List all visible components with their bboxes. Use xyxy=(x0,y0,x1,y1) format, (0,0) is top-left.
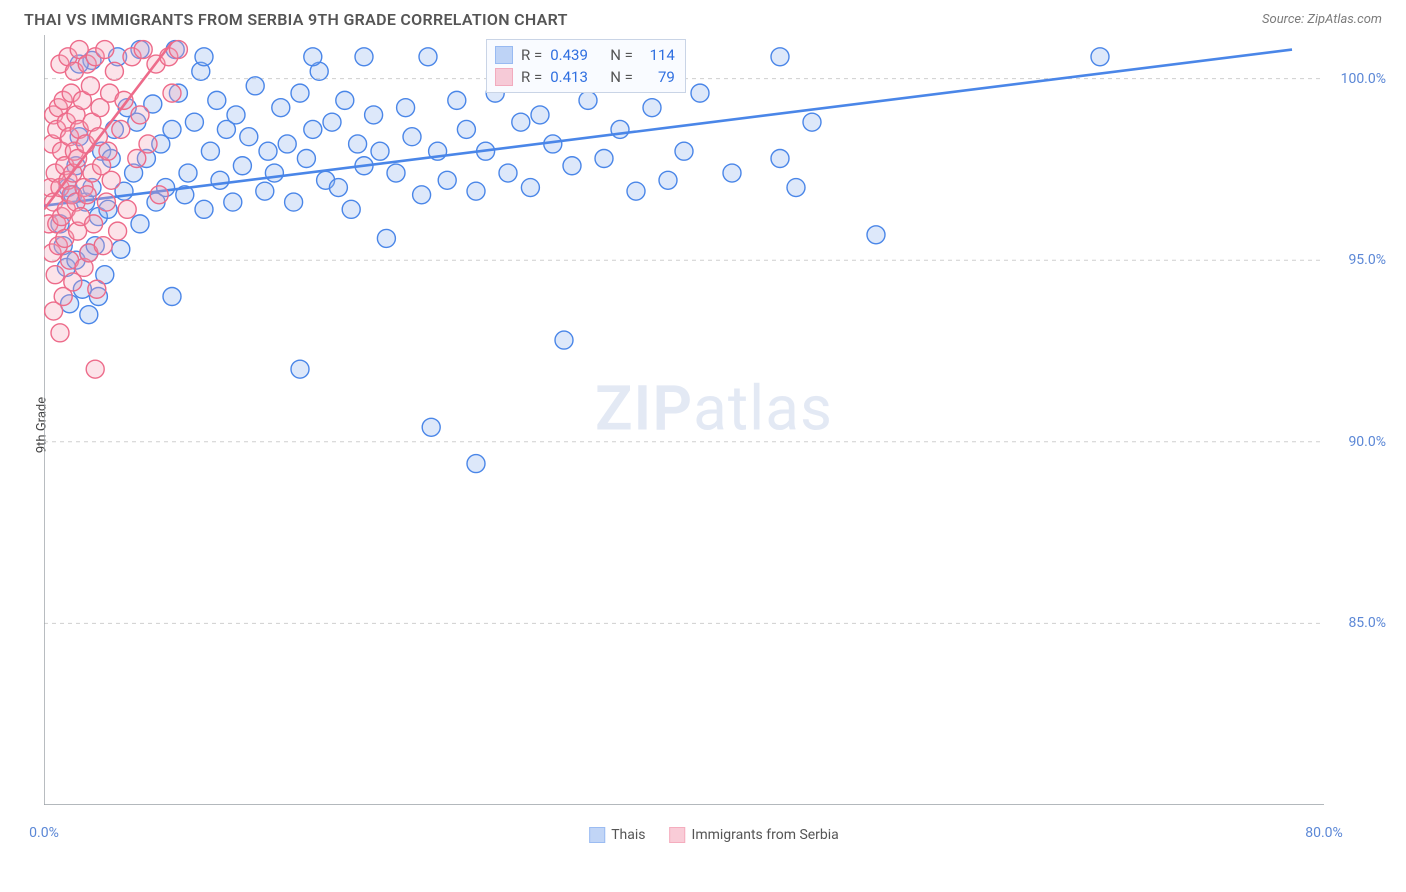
legend-n-prefix: N = xyxy=(610,66,633,88)
legend-r-prefix: R = xyxy=(521,44,542,66)
chart-area: 9th Grade ZIPatlas R =0.439N =114R =0.41… xyxy=(44,35,1384,815)
legend-n-value: 79 xyxy=(641,66,675,88)
y-tick-label: 100.0% xyxy=(1341,71,1386,87)
legend-swatch-icon xyxy=(495,68,513,86)
y-tick-label: 95.0% xyxy=(1348,252,1386,268)
legend-row: R = 0.413 N = 79 xyxy=(495,66,675,88)
stats-legend-box: R = 0.439 N = 114 R = 0.413 N = 79 xyxy=(486,39,686,93)
series-legend-label: Thais xyxy=(611,827,645,843)
legend-r-prefix: R = xyxy=(521,66,542,88)
series-legend-label: Immigrants from Serbia xyxy=(692,827,839,843)
y-tick-label: 90.0% xyxy=(1348,434,1386,450)
legend-swatch-icon xyxy=(589,827,605,843)
series-legend-item: Thais xyxy=(589,827,645,843)
legend-r-value: 0.413 xyxy=(550,66,602,88)
source-label: Source: ZipAtlas.com xyxy=(1262,12,1382,27)
series-legend: Thais Immigrants from Serbia xyxy=(589,827,839,843)
legend-n-prefix: N = xyxy=(610,44,633,66)
scatter-plot-svg xyxy=(44,35,1324,805)
y-tick-label: 85.0% xyxy=(1348,615,1386,631)
legend-swatch-icon xyxy=(670,827,686,843)
legend-swatch-icon xyxy=(495,46,513,64)
legend-r-value: 0.439 xyxy=(550,44,602,66)
legend-row: R = 0.439 N = 114 xyxy=(495,44,675,66)
x-tick-label: 0.0% xyxy=(29,825,59,841)
chart-title: THAI VS IMMIGRANTS FROM SERBIA 9TH GRADE… xyxy=(24,10,568,29)
chart-header: THAI VS IMMIGRANTS FROM SERBIA 9TH GRADE… xyxy=(0,0,1406,35)
legend-n-value: 114 xyxy=(641,44,675,66)
series-legend-item: Immigrants from Serbia xyxy=(670,827,839,843)
x-tick-label: 80.0% xyxy=(1305,825,1343,841)
